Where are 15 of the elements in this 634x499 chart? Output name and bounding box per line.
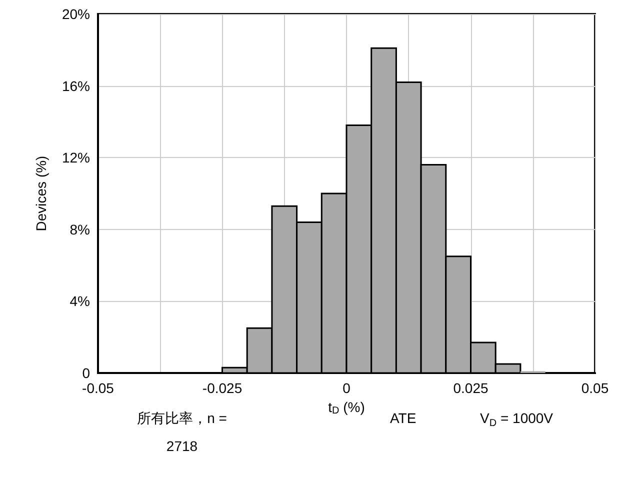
text: V$_{D}$ = 1000V — [480, 409, 554, 431]
y-tick-label: 0 — [82, 365, 90, 381]
x-tick-label: 0 — [342, 380, 351, 396]
x-tick-label: 0.05 — [581, 380, 609, 396]
x-tick-label: -0.025 — [202, 380, 242, 396]
x-tick-label: -0.05 — [82, 380, 114, 396]
y-tick-label: 16% — [62, 78, 90, 94]
y-tick-label: 12% — [62, 150, 90, 166]
y-tick-label: 8% — [70, 221, 90, 238]
x-tick-label: 0.025 — [453, 380, 488, 396]
y-axis-title: Devices (%) — [33, 156, 49, 232]
y-tick-label: 20% — [62, 6, 90, 22]
text: 所有比率，n = 2718 — [136, 409, 228, 456]
text: ATE — [390, 409, 418, 428]
y-tick-label: 4% — [70, 293, 90, 310]
